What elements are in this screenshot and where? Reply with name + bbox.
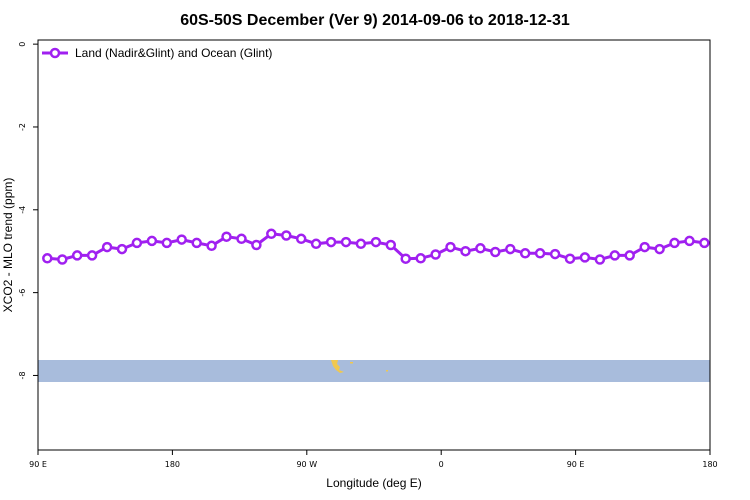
data-point	[430, 249, 441, 260]
data-point	[534, 248, 546, 259]
y-tick-label: -2	[18, 123, 27, 131]
y-tick-label: 0	[18, 42, 27, 47]
x-tick-label: 180	[165, 460, 180, 469]
data-point	[101, 241, 113, 253]
data-point	[445, 241, 456, 253]
data-point	[490, 246, 501, 258]
data-point	[654, 243, 665, 255]
data-point	[355, 238, 367, 250]
data-point	[385, 239, 397, 251]
x-axis-label: Longitude (deg E)	[326, 476, 421, 490]
data-point	[370, 236, 382, 248]
x-tick-label: 90 E	[29, 460, 47, 469]
series-layer	[42, 228, 710, 265]
data-point	[131, 237, 143, 249]
data-point	[505, 243, 516, 255]
data-point	[519, 248, 531, 259]
data-point	[340, 236, 352, 248]
data-point	[475, 243, 486, 254]
x-tick-label: 90 W	[296, 460, 317, 469]
y-axis-label: XCO2 - MLO trend (ppm)	[1, 178, 15, 313]
x-tick-label: 90 E	[567, 460, 585, 469]
data-point	[251, 239, 262, 251]
data-point	[639, 241, 650, 253]
data-point	[295, 233, 307, 245]
data-point	[176, 234, 187, 245]
x-tick-label: 180	[702, 460, 717, 469]
data-point	[42, 253, 53, 264]
data-point	[624, 250, 635, 261]
data-point	[594, 254, 606, 265]
data-point	[609, 250, 621, 261]
data-point	[236, 233, 247, 245]
chart-title: 60S-50S December (Ver 9) 2014-09-06 to 2…	[180, 12, 570, 29]
data-point	[684, 235, 695, 247]
data-point	[116, 243, 128, 255]
x-axis: 90 E 180 90 W 0 90 E 180	[29, 450, 718, 469]
y-axis: 0 -2 -4 -6 -8	[18, 42, 38, 379]
data-point	[266, 228, 277, 240]
data-point	[579, 252, 591, 263]
x-tick-label: 0	[439, 460, 444, 469]
data-point	[221, 231, 232, 242]
data-point	[415, 253, 426, 264]
data-point	[549, 248, 561, 260]
data-point	[191, 237, 202, 249]
data-point	[310, 238, 322, 250]
data-point	[564, 253, 576, 264]
data-point	[325, 236, 337, 248]
y-tick-label: -6	[18, 289, 27, 297]
data-point	[400, 253, 411, 264]
data-point	[669, 237, 680, 249]
y-tick-label: -8	[18, 371, 27, 379]
land-patch	[386, 370, 388, 372]
legend-label: Land (Nadir&Glint) and Ocean (Glint)	[75, 46, 272, 60]
plot-frame	[37, 39, 711, 451]
land-patch	[350, 362, 353, 364]
ocean-band	[38, 360, 710, 382]
data-point	[146, 235, 158, 247]
legend-marker	[49, 47, 61, 59]
ocean-land-band	[38, 360, 710, 382]
data-point	[161, 237, 173, 249]
data-point	[460, 245, 471, 257]
legend: Land (Nadir&Glint) and Ocean (Glint)	[42, 46, 272, 60]
land-patch	[331, 360, 344, 373]
data-point	[281, 230, 292, 241]
y-tick-label: -4	[18, 206, 27, 214]
data-point	[86, 250, 98, 261]
data-point	[699, 237, 710, 249]
data-point	[57, 254, 68, 265]
data-point	[206, 240, 217, 252]
data-point	[71, 250, 83, 261]
